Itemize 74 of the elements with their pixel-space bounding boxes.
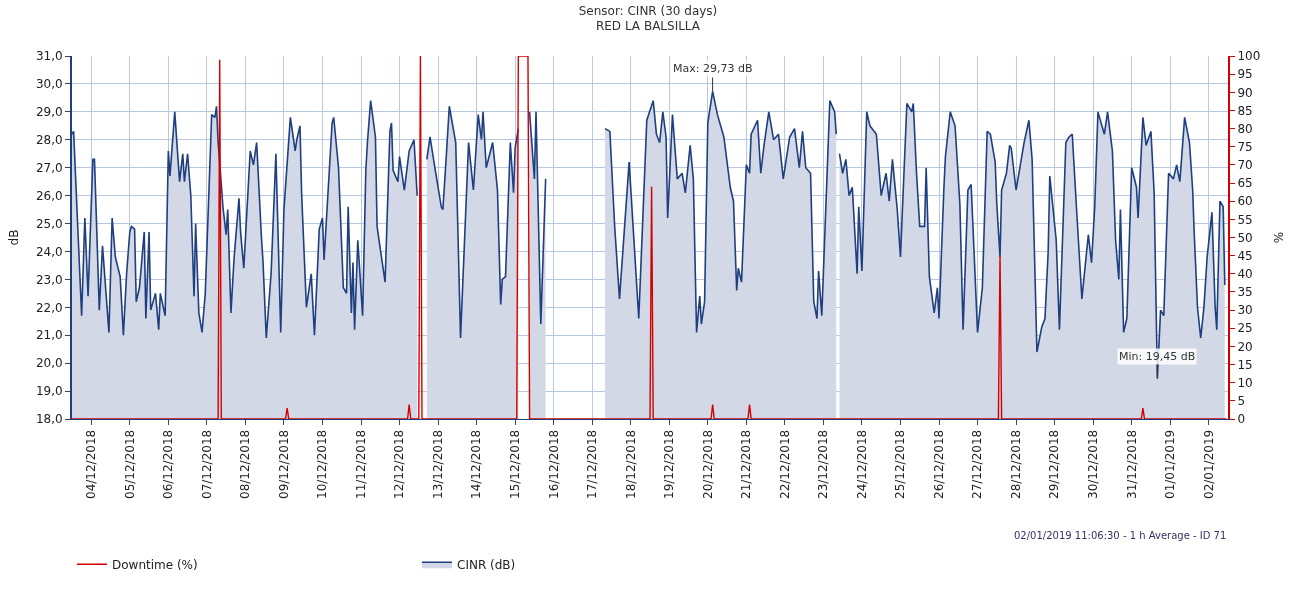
- x-tick-label: 29/12/2018: [1047, 429, 1062, 499]
- y2-tick-label: 5: [1237, 394, 1246, 409]
- x-tick-label: 18/12/2018: [623, 429, 638, 499]
- y2-tick-label: 75: [1237, 139, 1253, 154]
- x-tick-label: 21/12/2018: [739, 429, 754, 499]
- y-tick-label: 23,0: [35, 272, 63, 287]
- y2-tick-label: 30: [1237, 303, 1253, 318]
- x-tick-label: 23/12/2018: [816, 429, 831, 499]
- x-tick-label: 22/12/2018: [777, 429, 792, 499]
- y2-tick-label: 95: [1237, 67, 1253, 82]
- y2-tick-label: 70: [1237, 158, 1253, 173]
- y-tick-label: 22,0: [35, 300, 63, 315]
- x-tick-label: 06/12/2018: [161, 429, 176, 499]
- x-tick-label: 20/12/2018: [700, 429, 715, 499]
- y-tick-label: 24,0: [35, 244, 63, 259]
- y2-tick-label: 15: [1237, 357, 1253, 372]
- x-tick-label: 07/12/2018: [199, 429, 214, 499]
- y2-tick-label: 25: [1237, 321, 1253, 336]
- x-tick-label: 10/12/2018: [315, 429, 330, 499]
- x-tick-label: 08/12/2018: [238, 429, 253, 499]
- y-tick-label: 29,0: [35, 105, 63, 120]
- y-tick-label: 19,0: [35, 384, 63, 399]
- y-tick-label: 31,0: [35, 49, 63, 64]
- annotation: Min: 19,45 dB: [1119, 350, 1196, 363]
- y-tick-label: 28,0: [35, 132, 63, 147]
- y-axis-title: dB: [6, 229, 21, 246]
- y2-tick-label: 40: [1237, 267, 1253, 281]
- x-tick-label: 28/12/2018: [1008, 429, 1023, 499]
- x-tick-label: 31/12/2018: [1124, 429, 1139, 499]
- x-tick-label: 25/12/2018: [893, 429, 908, 499]
- text: 02/01/2019 11:06:30 - 1 h Average - ID 71: [1014, 530, 1227, 541]
- y2-tick-label: 50: [1237, 230, 1253, 245]
- x-tick-label: 09/12/2018: [276, 429, 291, 499]
- x-tick-label: 01/01/2019: [1163, 429, 1178, 499]
- y2-tick-label: 90: [1237, 85, 1253, 100]
- y2-tick-label: 0: [1237, 412, 1246, 427]
- x-tick-label: 17/12/2018: [585, 429, 600, 499]
- y2-tick-label: 65: [1237, 176, 1253, 191]
- y2-tick-label: 10: [1237, 375, 1253, 390]
- y-tick-label: 26,0: [35, 188, 63, 203]
- x-tick-label: 24/12/2018: [854, 429, 869, 499]
- x-tick-label: 13/12/2018: [430, 429, 445, 499]
- y2-tick-label: 20: [1237, 339, 1253, 354]
- y-tick-label: 27,0: [35, 160, 63, 175]
- y2-tick-label: 80: [1237, 121, 1253, 136]
- chart-title: Sensor: CINR (30 days): [578, 3, 718, 18]
- y2-tick-label: 55: [1237, 212, 1253, 227]
- legend-label: Downtime (%): [112, 557, 198, 572]
- x-tick-label: 16/12/2018: [546, 429, 561, 499]
- y2-tick-label: 60: [1237, 194, 1253, 209]
- x-tick-label: 27/12/2018: [970, 429, 985, 499]
- x-tick-label: 26/12/2018: [931, 429, 946, 499]
- y-tick-label: 18,0: [35, 412, 63, 427]
- y-tick-label: 21,0: [35, 328, 63, 343]
- y2-tick-label: 100: [1237, 49, 1261, 64]
- y2-tick-label: 45: [1237, 248, 1253, 263]
- x-tick-label: 04/12/2018: [84, 429, 99, 499]
- x-tick-label: 12/12/2018: [392, 429, 407, 499]
- y2-tick-label: 85: [1237, 103, 1253, 118]
- y-tick-label: 25,0: [35, 216, 63, 231]
- y-tick-label: 30,0: [35, 77, 63, 92]
- legend-label: CINR (dB): [457, 557, 516, 572]
- y-tick-label: 20,0: [35, 356, 63, 371]
- x-tick-label: 19/12/2018: [662, 429, 677, 499]
- chart-subtitle: RED LA BALSILLA: [595, 19, 701, 34]
- x-tick-label: 15/12/2018: [508, 429, 523, 499]
- x-tick-label: 30/12/2018: [1086, 429, 1101, 499]
- x-tick-label: 14/12/2018: [469, 429, 484, 499]
- x-tick-label: 11/12/2018: [353, 429, 368, 499]
- annotation: Max: 29,73 dB: [673, 62, 753, 75]
- y2-axis-title: %: [1271, 231, 1286, 244]
- x-tick-label: 02/01/2019: [1201, 429, 1216, 499]
- y2-tick-label: 35: [1237, 285, 1253, 300]
- x-tick-label: 05/12/2018: [122, 429, 137, 499]
